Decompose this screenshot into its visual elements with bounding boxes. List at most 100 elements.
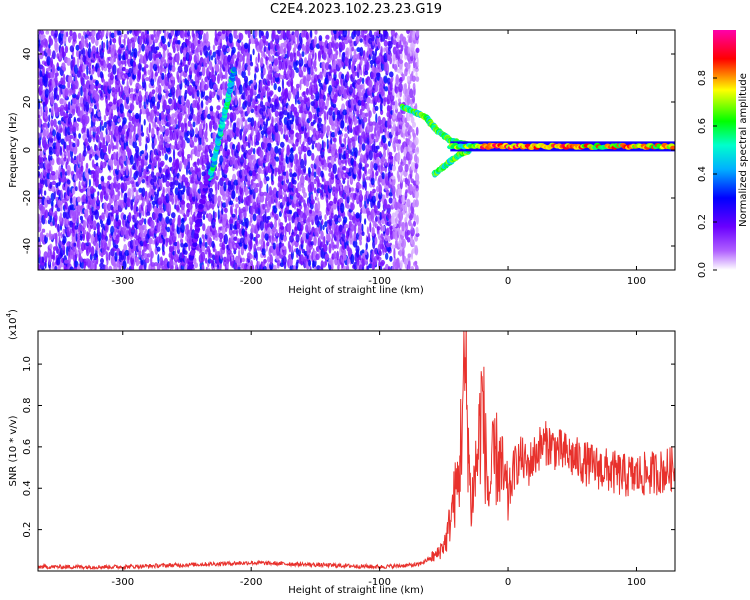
spectrogram-cell xyxy=(266,183,269,193)
spectrogram-cell xyxy=(90,146,93,153)
spectrogram-cell xyxy=(123,94,127,101)
spectrogram-cell xyxy=(342,30,348,38)
spectrogram-cell xyxy=(159,196,162,202)
spectrogram-cell xyxy=(55,169,59,178)
spectrogram-cell xyxy=(87,35,92,40)
spectrogram-cell xyxy=(308,167,311,175)
spectrogram-cell xyxy=(301,51,305,57)
spectrogram-cell xyxy=(95,165,100,175)
spectrogram-cell xyxy=(97,191,100,196)
spectrogram-cell xyxy=(129,168,132,178)
spectrogram-cell xyxy=(273,83,277,91)
spectrogram-cell xyxy=(126,79,129,91)
spectrogram-cell xyxy=(205,31,209,42)
spectrogram-cell xyxy=(249,79,253,84)
spectrogram-cell xyxy=(361,143,366,152)
spectrogram-cell xyxy=(91,108,94,117)
spectrogram-cell xyxy=(61,168,66,176)
spectrogram-cell xyxy=(322,123,327,135)
spectrogram-cell xyxy=(197,85,200,91)
spectrogram-cell xyxy=(72,145,78,155)
spectrogram-cell xyxy=(259,180,263,189)
spectrogram-cell xyxy=(229,256,232,267)
spectrogram-cell xyxy=(196,102,200,111)
spectrogram-cell xyxy=(123,150,126,158)
spectrogram-cell xyxy=(63,111,66,121)
spectrogram-cell xyxy=(126,95,130,105)
spectrogram-cell xyxy=(346,71,350,82)
spectrogram-cell xyxy=(368,110,372,118)
spectrogram-cell xyxy=(290,68,295,80)
spectrogram-cell xyxy=(83,220,87,229)
spectrogram-cell xyxy=(353,65,357,71)
spectrogram-cell xyxy=(53,118,57,128)
spectrogram-cell xyxy=(302,75,307,80)
spectrogram-cell xyxy=(176,30,181,36)
spectrogram-cell xyxy=(252,147,256,155)
spectrogram-cell xyxy=(160,260,165,266)
spectrogram-cell xyxy=(254,73,257,81)
spectrogram-cell xyxy=(247,233,250,242)
spectrogram-cell xyxy=(80,256,83,263)
spectrogram-cell xyxy=(214,63,219,72)
spectrogram-cell xyxy=(350,187,354,192)
spectrogram-cell xyxy=(365,207,370,215)
spectrogram-cell xyxy=(150,220,155,229)
spectrogram-cell xyxy=(335,42,339,50)
spectrogram-cell xyxy=(247,30,251,39)
spectrogram-cell xyxy=(90,246,95,257)
spectrogram-cell xyxy=(270,73,273,84)
spectrogram-cell xyxy=(158,212,163,218)
spectrogram-cell xyxy=(295,60,299,66)
spectrogram-cell xyxy=(113,43,116,52)
spectrogram-cell xyxy=(274,110,279,118)
spectrogram-cell xyxy=(112,115,118,123)
spectrogram-cell xyxy=(191,30,195,38)
spectrogram-cell xyxy=(155,86,159,93)
spectrogram-cell xyxy=(302,91,306,96)
spectrogram-cell xyxy=(122,117,127,125)
spectrogram-cell xyxy=(138,30,142,34)
spectrogram-cell xyxy=(100,175,105,182)
spectrogram-cell xyxy=(371,50,375,55)
spectrogram-cell xyxy=(69,121,73,132)
spectrogram-cell xyxy=(62,73,66,84)
spectrogram-cell xyxy=(141,178,145,184)
spectrogram-cell xyxy=(141,73,145,83)
spectrogram-cell xyxy=(164,73,167,85)
spectrogram-cell xyxy=(141,152,145,160)
spectrogram-cell xyxy=(111,87,116,93)
spectrogram-cell xyxy=(268,227,271,237)
spectrogram-cell xyxy=(226,149,231,156)
spectrogram-cell xyxy=(122,155,127,162)
spectrogram-cell xyxy=(100,223,105,228)
spectrogram-cell xyxy=(51,180,57,186)
spectrogram-cell xyxy=(305,87,309,96)
spectrogram-cell xyxy=(102,144,108,154)
spectrogram-cell xyxy=(276,96,279,105)
spectrogram-cell xyxy=(109,38,112,46)
spectrogram-cell xyxy=(250,117,255,127)
spectrogram-cell xyxy=(361,249,365,254)
spectrogram-cell xyxy=(209,259,213,264)
spectrogram-cell xyxy=(192,121,196,128)
spectrogram-cell xyxy=(219,60,223,69)
spectrogram-cell xyxy=(138,141,142,147)
spectrogram-cell xyxy=(75,136,78,146)
spectrogram-cell xyxy=(206,41,211,47)
spectrogram-cell xyxy=(174,98,176,110)
spectrogram-cell xyxy=(366,103,370,112)
spectrogram-cell xyxy=(170,265,174,270)
spectrogram-cell xyxy=(92,125,97,133)
spectrogram-cell xyxy=(110,32,116,39)
spectrogram-cell xyxy=(60,104,65,111)
spectrogram-cell xyxy=(131,251,135,259)
spectrogram-cell xyxy=(65,183,69,189)
spectrogram-cell xyxy=(83,31,86,36)
spectrogram-cell xyxy=(144,223,147,231)
spectrogram-cell xyxy=(150,77,155,87)
spectrogram-cell xyxy=(191,108,194,116)
spectrogram-cell xyxy=(115,151,119,162)
spectrogram-cell xyxy=(369,221,372,233)
